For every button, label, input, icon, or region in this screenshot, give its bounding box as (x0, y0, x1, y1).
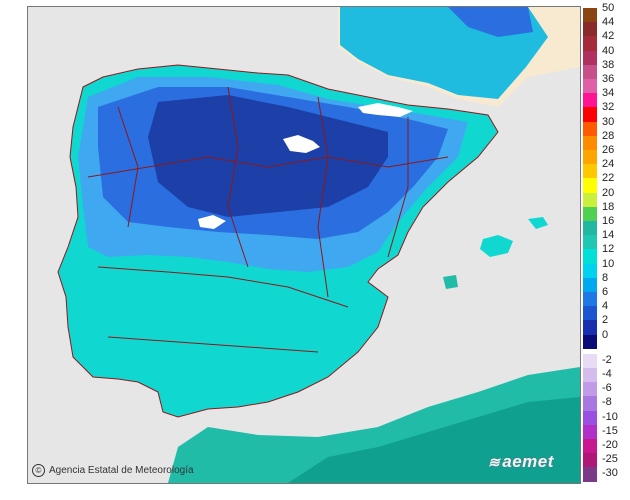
legend-swatch (583, 410, 597, 426)
aemet-logo-text: aemet (502, 452, 554, 471)
snow-south-central (198, 215, 226, 229)
legend-swatch (583, 50, 597, 66)
legend-label: -20 (602, 439, 618, 451)
legend-label: 0 (602, 328, 609, 341)
legend-label: -8 (602, 396, 612, 409)
legend-label: 30 (602, 115, 615, 128)
legend-label: 24 (602, 158, 615, 171)
snow-pyrenees (358, 103, 413, 117)
legend-label: 26 (602, 144, 615, 156)
balearic-ibiza (443, 275, 458, 289)
province-border-1 (87, 156, 449, 178)
legend-label: 28 (602, 129, 615, 142)
province-border-5 (387, 117, 409, 258)
legend-label: 4 (602, 300, 609, 313)
legend-label: -25 (602, 453, 618, 466)
legend-swatch (583, 36, 597, 52)
temperature-legend: 50 44 42 40 38 36 34 32 30 28 26 24 22 20 18 16 14 12 10 8 6… (583, 3, 629, 488)
north-africa-inland (288, 397, 580, 483)
province-border-2 (117, 106, 139, 228)
legend-label: 50 (602, 2, 615, 14)
copyright-icon: © (32, 464, 45, 477)
legend-label: 40 (602, 44, 615, 57)
legend-label: -4 (602, 368, 612, 380)
balearic-mallorca (480, 235, 513, 257)
legend-label: 2 (602, 314, 609, 327)
agency-credit: © Agencia Estatal de Meteorología (32, 464, 194, 477)
legend-swatch (583, 64, 597, 80)
legend-label: 6 (602, 286, 609, 298)
iberia-deep (148, 95, 388, 217)
province-border-7 (107, 336, 319, 353)
legend-swatch (583, 334, 597, 350)
legend-label: 10 (602, 257, 615, 270)
legend-swatch (583, 396, 597, 412)
legend-label: 36 (602, 73, 615, 85)
legend-swatch (583, 424, 597, 440)
legend-swatch (583, 439, 597, 454)
legend-swatch (583, 206, 597, 222)
legend-swatch (583, 467, 597, 483)
province-border-6 (97, 266, 349, 308)
legend-swatch (583, 135, 597, 151)
legend-swatch (583, 353, 597, 369)
legend-swatch (583, 306, 597, 321)
legend-swatch (583, 453, 597, 468)
legend-swatch (583, 192, 597, 208)
legend-label: 38 (602, 58, 615, 71)
legend-label: -6 (602, 382, 612, 395)
legend-swatch (583, 221, 597, 236)
agency-credit-text: Agencia Estatal de Meteorología (49, 465, 194, 476)
legend-swatch (583, 164, 597, 179)
aemet-swirl-icon: ≋ (488, 453, 501, 470)
legend-label: 32 (602, 101, 615, 114)
legend-swatch (583, 107, 597, 123)
map-frame (27, 6, 581, 484)
aemet-logo: ≋ aemet (488, 452, 554, 472)
legend-swatch (583, 121, 597, 137)
legend-swatch (583, 8, 597, 23)
legend-swatch (583, 292, 597, 307)
legend-label: 18 (602, 200, 615, 213)
legend-label: 14 (602, 229, 615, 242)
legend-swatch (583, 263, 597, 279)
legend-label: -30 (602, 467, 618, 480)
legend-label: 34 (602, 87, 615, 100)
legend-swatch (583, 93, 597, 108)
legend-swatch (583, 150, 597, 165)
legend-label: -15 (602, 424, 618, 437)
legend-swatch (583, 79, 597, 94)
legend-label: -10 (602, 410, 618, 423)
province-border-3 (227, 86, 249, 268)
legend-swatch (583, 249, 597, 265)
legend-label: 8 (602, 271, 609, 284)
legend-swatch (583, 368, 597, 383)
legend-swatch (583, 382, 597, 397)
temperature-map (28, 7, 580, 483)
legend-label: 16 (602, 215, 615, 227)
legend-swatch (583, 22, 597, 37)
legend-swatch (583, 277, 597, 293)
snow-central (283, 135, 320, 153)
southern-france-deep (448, 7, 533, 37)
legend-swatch (583, 320, 597, 336)
iberia-coastline (57, 64, 499, 418)
legend-label: 20 (602, 186, 615, 199)
legend-label: 42 (602, 30, 615, 43)
legend-swatch (583, 178, 597, 194)
balearic-menorca (528, 217, 548, 229)
legend-label: 12 (602, 243, 615, 256)
legend-label: -2 (602, 353, 612, 366)
legend-label: 44 (602, 16, 615, 29)
legend-label: 22 (602, 172, 615, 185)
legend-swatch (583, 235, 597, 250)
province-border-4 (317, 96, 329, 298)
